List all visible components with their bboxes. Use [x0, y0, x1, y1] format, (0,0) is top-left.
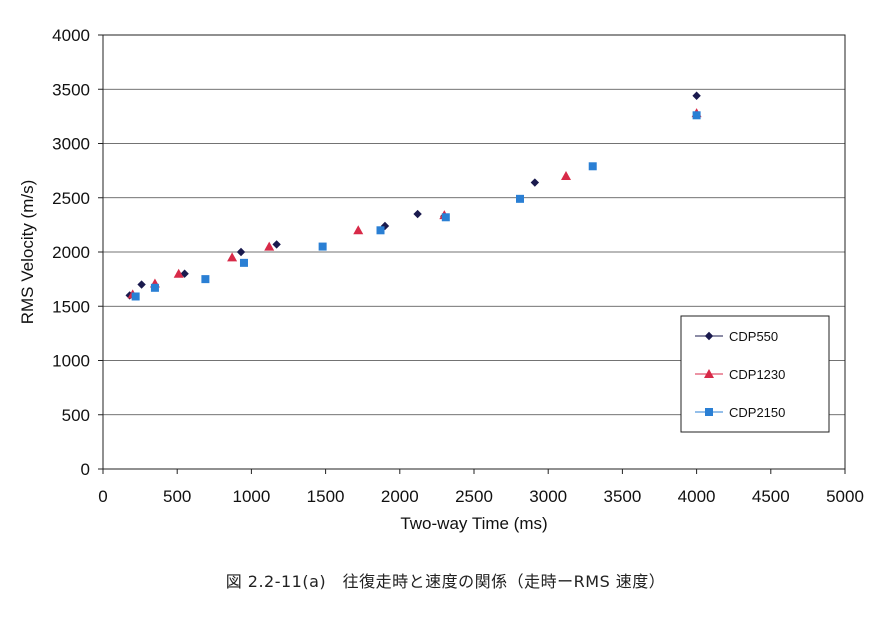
- figure-caption: 図 2.2-11(a) 往復走時と速度の関係（走時ーRMS 速度）: [225, 572, 666, 591]
- data-point: [441, 213, 450, 222]
- data-point: [588, 162, 597, 171]
- x-tick-label: 4000: [678, 487, 716, 506]
- data-point: [376, 226, 385, 235]
- x-tick-label: 0: [98, 487, 107, 506]
- x-tick-label: 3000: [529, 487, 567, 506]
- data-point: [150, 283, 159, 292]
- y-tick-label: 2500: [52, 189, 90, 208]
- x-axis-title: Two-way Time (ms): [400, 514, 547, 533]
- data-point: [236, 247, 246, 257]
- data-point: [239, 258, 248, 267]
- data-point: [353, 225, 364, 235]
- x-tick-label: 2500: [455, 487, 493, 506]
- series-cdp1230: [127, 108, 702, 299]
- legend-label: CDP2150: [729, 405, 785, 420]
- data-point: [692, 111, 701, 120]
- x-tick-label: 3500: [603, 487, 641, 506]
- x-tick-label: 2000: [381, 487, 419, 506]
- x-tick-label: 4500: [752, 487, 790, 506]
- axis-ticks: 0 500 1000 1500 2000 2500 3000 3500 4000 0 500 1000…: [52, 26, 864, 506]
- data-point: [227, 252, 238, 262]
- y-tick-label: 4000: [52, 26, 90, 45]
- data-point: [413, 209, 422, 219]
- data-point: [173, 268, 184, 278]
- data-point: [264, 241, 275, 251]
- y-tick-label: 2000: [52, 243, 90, 262]
- legend: CDP550 CDP1230 CDP2150: [680, 315, 830, 433]
- chart: 0 500 1000 1500 2000 2500 3000 3500 4000 0 500 1000…: [18, 26, 864, 533]
- data-point: [201, 275, 210, 284]
- data-point: [131, 292, 140, 301]
- data-point: [137, 280, 146, 289]
- y-axis-title: RMS Velocity (m/s): [18, 180, 37, 325]
- y-tick-label: 0: [81, 460, 90, 479]
- legend-label: CDP1230: [729, 367, 785, 382]
- data-points: [125, 91, 702, 301]
- y-tick-label: 1500: [52, 297, 90, 316]
- series-cdp550: [125, 91, 701, 300]
- data-point: [692, 91, 701, 100]
- legend-marker: [704, 331, 714, 341]
- data-point: [516, 194, 525, 203]
- y-tick-label: 3000: [52, 135, 90, 154]
- gridlines: [103, 88, 845, 416]
- x-tick-label: 500: [163, 487, 191, 506]
- y-tick-label: 1000: [52, 352, 90, 371]
- x-tick-label: 1500: [307, 487, 345, 506]
- data-point: [561, 171, 572, 181]
- series-cdp2150: [131, 111, 701, 301]
- data-point: [530, 178, 540, 187]
- y-tick-label: 500: [62, 406, 90, 425]
- y-tick-label: 3500: [52, 80, 90, 99]
- legend-marker: [705, 408, 713, 416]
- scatter-plot: 0 500 1000 1500 2000 2500 3000 3500 4000 0 500 1000…: [18, 26, 864, 533]
- legend-label: CDP550: [729, 329, 778, 344]
- data-point: [272, 240, 281, 249]
- data-point: [318, 242, 327, 251]
- x-tick-label: 5000: [826, 487, 864, 506]
- legend-marker: [704, 369, 714, 378]
- x-tick-label: 1000: [232, 487, 270, 506]
